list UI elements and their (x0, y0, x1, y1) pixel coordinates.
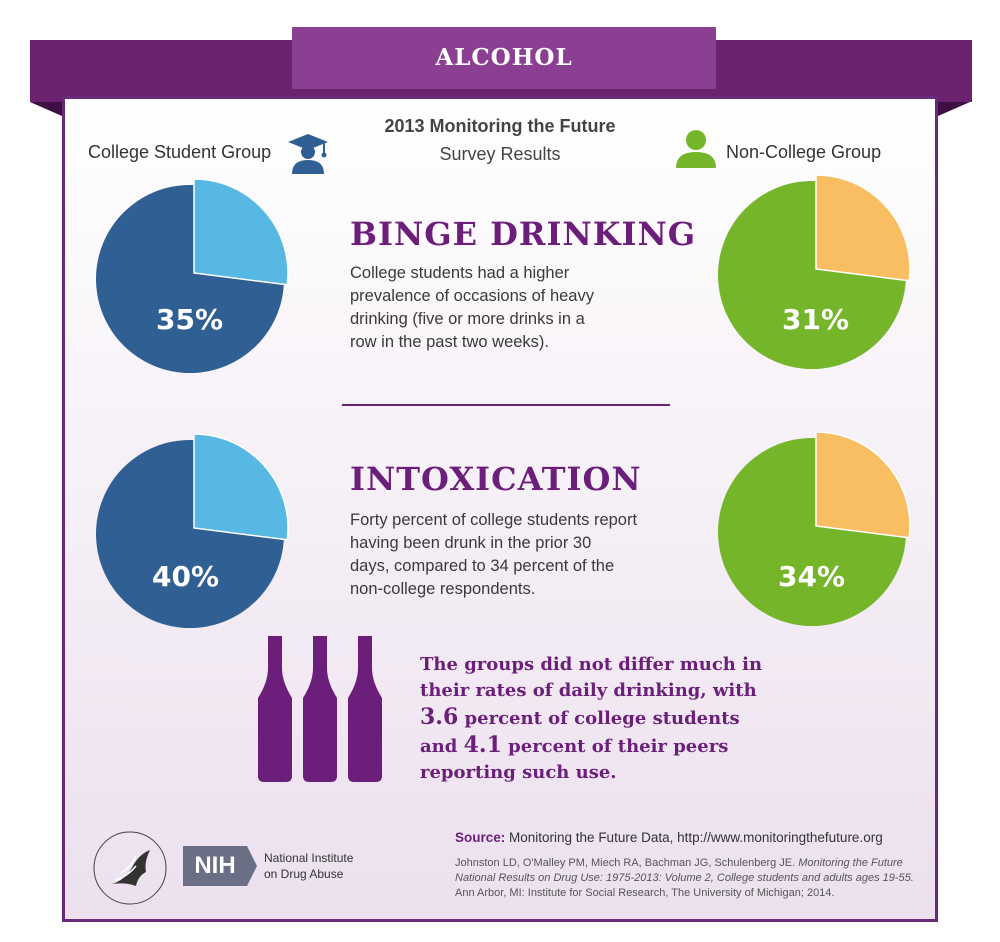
daily-line: their rates of daily drinking, with (420, 680, 757, 701)
text-line: non-college respondents. (350, 580, 536, 598)
college-group-label: College Student Group (88, 142, 272, 162)
citation-publisher: Ann Arbor, MI: Institute for Social Rese… (455, 887, 835, 899)
section-divider (342, 404, 670, 406)
binge-drinking-text: College students had a higher prevalence… (350, 262, 680, 354)
nih-logo-arrow (247, 846, 257, 886)
page-title: ALCOHOL (292, 27, 716, 89)
daily-line: The groups did not differ much in (420, 654, 763, 675)
pie-highlight-slice (193, 179, 289, 286)
pct-binge-college: 35% (156, 303, 224, 336)
survey-title: 2013 Monitoring the Future Survey Result… (300, 112, 700, 168)
source-label: Source: (455, 830, 506, 845)
daily-line: reporting such use. (420, 762, 617, 783)
daily-line-rest: percent of college students (458, 708, 740, 729)
source-text: Monitoring the Future Data, http://www.m… (505, 830, 883, 845)
daily-line: and 4.1 percent of their peers (420, 732, 770, 760)
pct-binge-noncollege: 31% (782, 303, 850, 336)
pie-binge-noncollege (718, 175, 911, 369)
survey-title-line2: Survey Results (439, 144, 561, 164)
nida-name: National Institute on Drug Abuse (264, 850, 353, 882)
pie-intox-college (96, 434, 289, 628)
citation-title: Monitoring the Future National Results o… (455, 857, 914, 884)
text-line: row in the past two weeks). (350, 333, 549, 351)
text-line: having been drunk in the prior 30 (350, 534, 592, 552)
bottles-icon (258, 636, 382, 782)
noncollege-daily-value: 4.1 (463, 732, 502, 758)
ribbon-fold-right (938, 102, 970, 116)
nih-logo: NIH (183, 846, 247, 886)
noncollege-group-label: Non-College Group (726, 142, 882, 162)
binge-drinking-heading: BINGE DRINKING (350, 215, 697, 253)
pie-highlight-slice (815, 432, 911, 539)
intoxication-text: Forty percent of college students report… (350, 509, 680, 601)
hhs-seal-logo (93, 831, 167, 905)
intoxication-heading: INTOXICATION (350, 460, 642, 498)
graduate-icon (288, 134, 328, 174)
ribbon-fold-left (30, 102, 62, 116)
pct-intox-noncollege: 34% (778, 560, 846, 593)
text-line: drinking (five or more drinks in a (350, 310, 585, 328)
pie-binge-college (96, 179, 289, 373)
text-line: prevalence of occasions of heavy (350, 287, 594, 305)
daily-line-rest: percent of their peers (501, 736, 729, 757)
text-line: days, compared to 34 percent of the (350, 557, 615, 575)
person-icon (676, 130, 716, 168)
nida-line: on Drug Abuse (264, 867, 344, 881)
survey-title-line1: 2013 Monitoring the Future (384, 116, 616, 136)
text-line: Forty percent of college students report (350, 511, 638, 529)
college-daily-value: 3.6 (420, 704, 459, 730)
source-line: Source: Monitoring the Future Data, http… (455, 830, 883, 845)
citation: Johnston LD, O'Malley PM, Miech RA, Bach… (455, 856, 925, 901)
citation-authors: Johnston LD, O'Malley PM, Miech RA, Bach… (455, 857, 799, 869)
daily-and: and (420, 736, 464, 757)
pie-highlight-slice (815, 175, 911, 282)
daily-drinking-text: The groups did not differ much in their … (420, 652, 770, 786)
nida-line: National Institute (264, 851, 354, 865)
pct-intox-college: 40% (152, 560, 220, 593)
pie-intox-noncollege (718, 432, 911, 626)
text-line: College students had a higher (350, 264, 570, 282)
pie-highlight-slice (193, 434, 289, 541)
daily-line: 3.6 percent of college students (420, 704, 770, 732)
